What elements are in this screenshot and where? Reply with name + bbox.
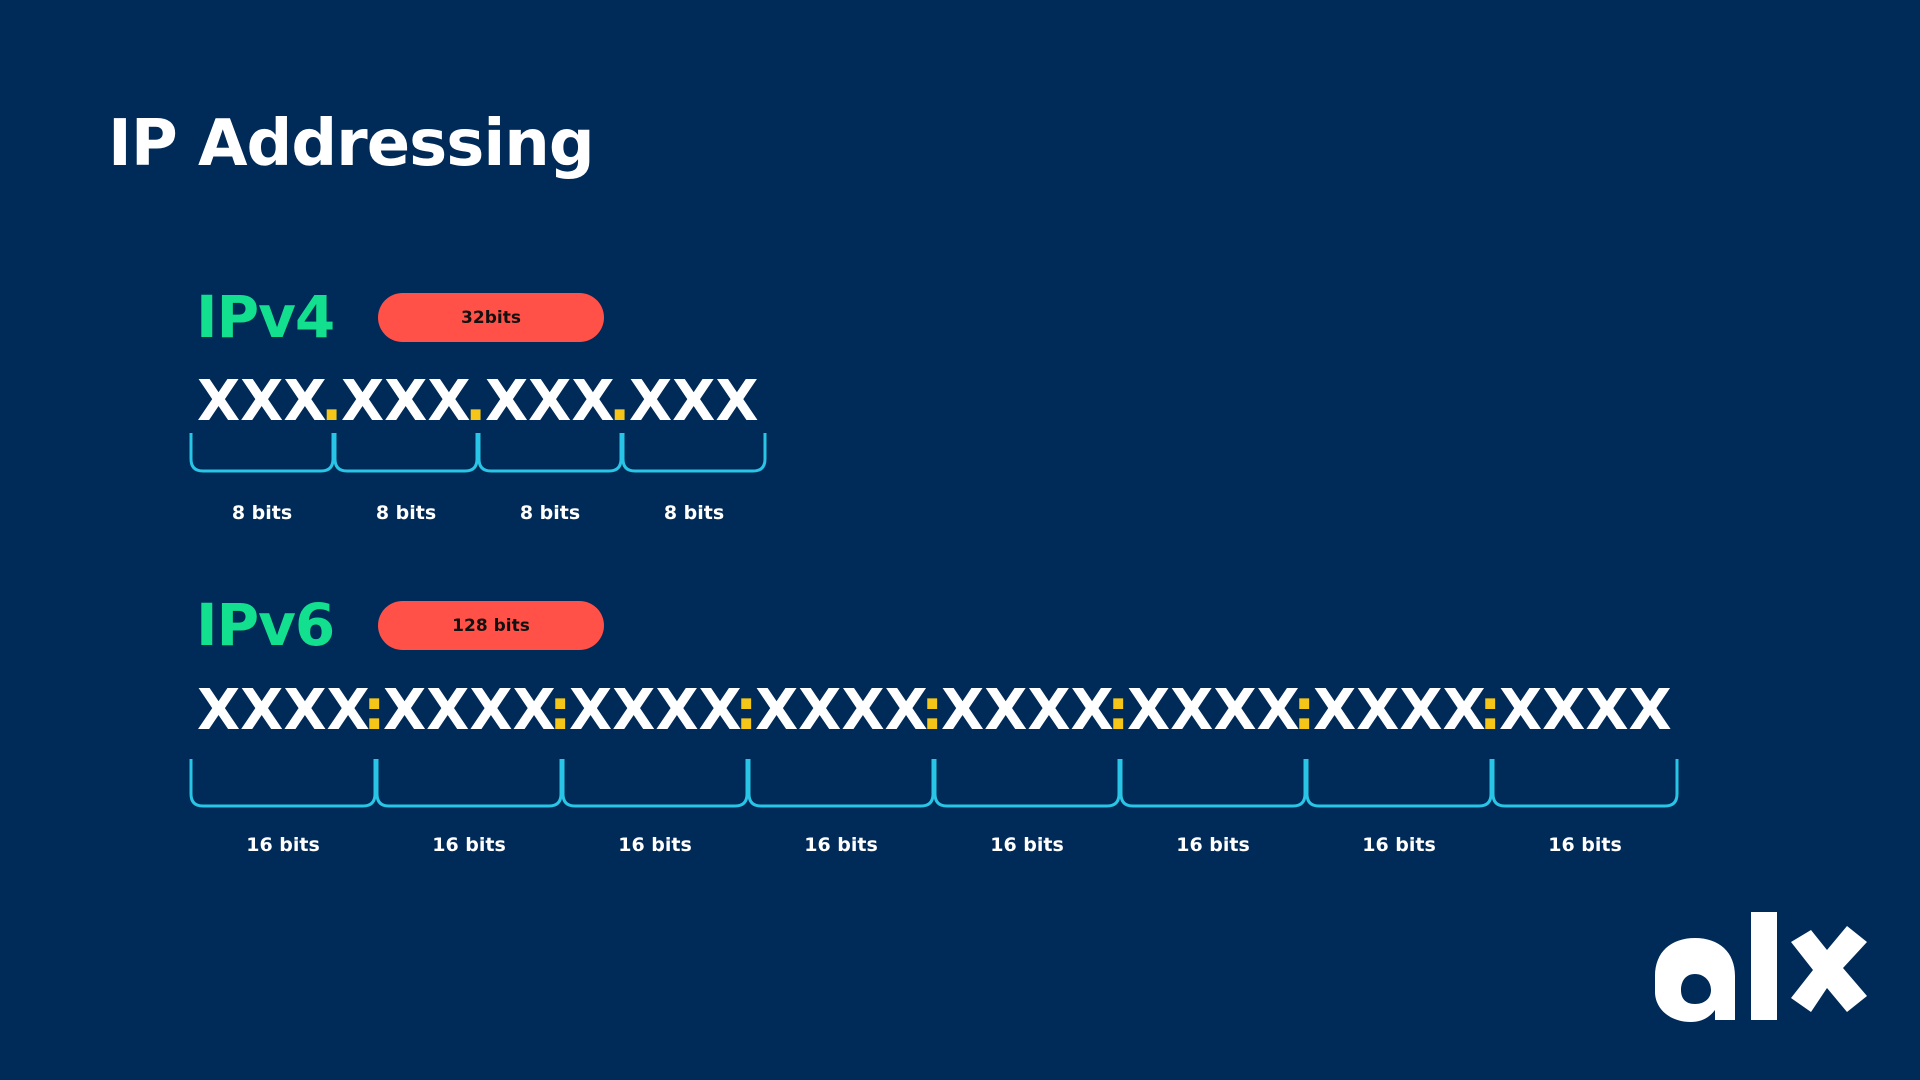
ipv6-segment-bits-label: 16 bits [1548,834,1622,856]
ipv6-segment: XXXX [569,678,742,743]
ipv6-segment-bracket [747,759,935,808]
ipv4-segment-bits-label: 8 bits [375,502,437,524]
ipv6-segment-bits-label: 16 bits [804,834,878,856]
ipv6-separator: : [735,678,758,743]
ipv6-segment-bracket [1119,759,1307,808]
ipv6-separator: : [1107,678,1130,743]
ipv6-separator: : [1479,678,1502,743]
ipv6-segment: XXXX [755,678,928,743]
ipv4-segment: XXX [485,369,615,434]
ipv6-separator: : [363,678,386,743]
ipv6-segment-bits-label: 16 bits [618,834,692,856]
ipv6-segment: XXXX [1127,678,1300,743]
ipv4-segment: XXX [341,369,471,434]
ipv4-size-badge: 32bits [378,293,604,342]
ipv6-segment-bits-label: 16 bits [1362,834,1436,856]
ipv4-segment-bits-label: 8 bits [519,502,581,524]
page-title: IP Addressing [108,107,595,181]
ipv6-address-format: XXXX:XXXX:XXXX:XXXX:XXXX:XXXX:XXXX:XXXX [197,678,1672,743]
ipv6-segment-bits-label: 16 bits [990,834,1064,856]
ipv4-segment-bracket [189,433,335,473]
ipv6-separator: : [1293,678,1316,743]
ipv6-size-badge: 128 bits [378,601,604,650]
ipv6-label: IPv6 [196,591,335,659]
ipv4-label: IPv4 [196,283,335,351]
ipv6-segment-bracket [189,759,377,808]
ipv6-separator: : [549,678,572,743]
ipv4-segment-bits-label: 8 bits [231,502,293,524]
ipv6-segment: XXXX [1313,678,1486,743]
ipv6-segment: XXXX [383,678,556,743]
ipv6-segment: XXXX [941,678,1114,743]
ipv6-segment: XXXX [197,678,370,743]
ipv6-segment: XXXX [1499,678,1672,743]
ipv4-segment: XXX [629,369,759,434]
ipv6-segment-bracket [1305,759,1493,808]
ipv6-segment-bracket [933,759,1121,808]
ipv4-address-format: XXX.XXX.XXX.XXX [197,369,759,434]
ipv6-segment-bits-label: 16 bits [432,834,506,856]
ipv6-segment-bracket [561,759,749,808]
ipv4-segment-bracket [621,433,767,473]
ipv6-segment-bracket [375,759,563,808]
ipv6-segment-bits-label: 16 bits [246,834,320,856]
ipv6-separator: : [921,678,944,743]
alx-logo-icon [1655,912,1867,1022]
ipv6-segment-bracket [1491,759,1679,808]
ipv4-segment-bits-label: 8 bits [663,502,725,524]
ipv4-separator: . [465,369,487,434]
ipv4-separator: . [609,369,631,434]
ipv4-segment-bracket [477,433,623,473]
ipv4-separator: . [321,369,343,434]
ipv4-segment-bracket [333,433,479,473]
ipv6-segment-bits-label: 16 bits [1176,834,1250,856]
ipv4-segment: XXX [197,369,327,434]
